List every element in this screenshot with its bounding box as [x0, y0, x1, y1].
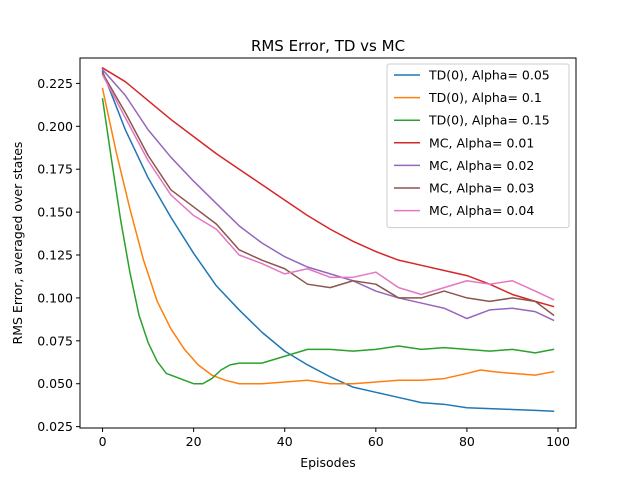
legend-label: MC, Alpha= 0.01: [429, 135, 534, 150]
y-axis: 0.025 0.050 0.075 0.100 0.125 0.150 0.175 0.200…: [37, 76, 80, 434]
legend-label: MC, Alpha= 0.04: [429, 203, 534, 218]
y-tick-label: 0.225: [37, 76, 73, 91]
legend-label: TD(0), Alpha= 0.1: [428, 90, 542, 105]
series-line-2: [101, 87, 555, 385]
y-tick-label: 0.025: [37, 419, 73, 434]
x-tick-label: 60: [368, 434, 384, 449]
x-axis: 0 20 40 60 80 100: [99, 428, 570, 449]
x-tick-label: 100: [546, 434, 570, 449]
x-axis-label: Episodes: [300, 455, 356, 470]
series-line-6: [101, 72, 555, 317]
x-tick-label: 0: [99, 434, 107, 449]
series-line-7: [101, 73, 555, 301]
x-tick-label: 80: [459, 434, 475, 449]
y-axis-label: RMS Error, averaged over states: [10, 142, 25, 345]
chart-title: RMS Error, TD vs MC: [251, 37, 405, 55]
y-tick-label: 0.075: [37, 333, 73, 348]
y-tick-label: 0.100: [37, 290, 73, 305]
y-tick-label: 0.125: [37, 248, 73, 263]
plot-frame: [79, 57, 577, 429]
y-tick-label: 0.050: [37, 376, 73, 391]
series-line-1: [101, 70, 555, 412]
series-line-3: [101, 97, 555, 385]
x-tick-label: 40: [277, 434, 293, 449]
legend: TD(0), Alpha= 0.05 TD(0), Alpha= 0.1 TD(0)…: [386, 63, 570, 229]
legend-label: MC, Alpha= 0.03: [429, 181, 534, 196]
series-line-4: [101, 66, 555, 308]
legend-label: TD(0), Alpha= 0.15: [428, 113, 550, 128]
y-tick-label: 0.150: [37, 205, 73, 220]
legend-box: [386, 63, 570, 229]
plot-lines: [101, 66, 555, 412]
y-tick-label: 0.175: [37, 162, 73, 177]
y-tick-label: 0.200: [37, 119, 73, 134]
x-tick-label: 20: [186, 434, 202, 449]
legend-label: TD(0), Alpha= 0.05: [428, 68, 550, 83]
series-line-5: [101, 68, 555, 322]
legend-label: MC, Alpha= 0.02: [429, 158, 534, 173]
